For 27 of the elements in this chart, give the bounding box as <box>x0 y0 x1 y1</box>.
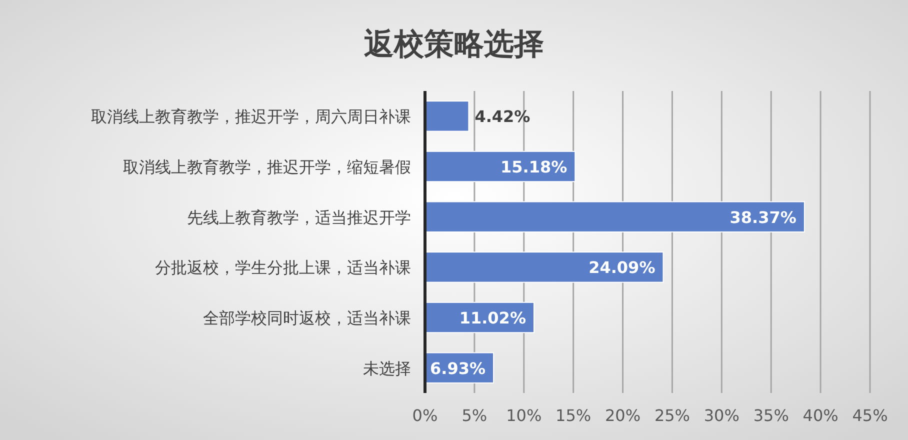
y-tick-label: 取消线上教育教学，推迟开学，缩短暑假 <box>123 158 411 176</box>
y-tick-label: 取消线上教育教学，推迟开学，周六周日补课 <box>91 107 411 126</box>
data-label: 24.09% <box>588 258 656 278</box>
x-tick-label: 10% <box>506 406 542 425</box>
x-tick-label: 35% <box>753 406 789 425</box>
data-label: 6.93% <box>430 358 486 378</box>
bar <box>424 201 805 232</box>
chart-title: 返校策略选择 <box>364 27 544 62</box>
x-tick-label: 30% <box>704 406 740 425</box>
x-tick-label: 0% <box>412 406 438 425</box>
x-tick-label: 45% <box>852 406 888 425</box>
x-tick-label: 5% <box>462 406 488 425</box>
y-tick-label: 先线上教育教学，适当推迟开学 <box>187 208 411 227</box>
data-label: 38.37% <box>730 208 796 227</box>
y-tick-label: 全部学校同时返校，适当补课 <box>203 308 411 328</box>
y-tick-label: 未选择 <box>363 358 411 378</box>
data-label: 15.18% <box>500 158 568 176</box>
bar <box>424 100 470 132</box>
y-tick-label: 分批返校，学生分批上课，适当补课 <box>155 258 411 278</box>
x-tick-label: 20% <box>604 406 641 425</box>
x-tick-label: 25% <box>654 406 690 425</box>
x-tick-label: 15% <box>556 406 592 425</box>
data-label: 11.02% <box>459 308 526 328</box>
x-tick-label: 40% <box>802 406 838 425</box>
data-label: 4.42% <box>474 107 530 126</box>
bar <box>424 150 576 182</box>
bar <box>424 252 664 283</box>
